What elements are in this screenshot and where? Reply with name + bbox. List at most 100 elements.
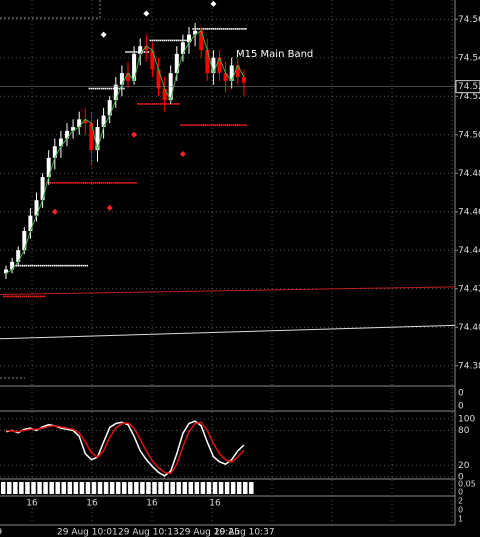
- fractal: [143, 10, 150, 17]
- lower-band-dot: [37, 295, 40, 298]
- panel-label: 1: [458, 515, 463, 524]
- upper-band-dot: [222, 28, 225, 30]
- candle-body: [126, 73, 130, 81]
- candle-body: [113, 84, 118, 101]
- upper-band-dot: [60, 264, 62, 267]
- histogram-cell: [37, 482, 42, 494]
- upper-band-dot: [35, 264, 38, 267]
- lower-band-dot: [119, 182, 121, 184]
- lower-band-dot: [237, 124, 239, 126]
- lower-band-dot: [157, 103, 160, 105]
- lower-band-dot: [52, 182, 54, 184]
- lower-band-dot: [165, 103, 168, 105]
- lower-band-dot: [159, 103, 162, 105]
- lower-band-dot: [121, 182, 123, 184]
- upper-band-dot: [80, 264, 82, 267]
- lower-band-dot: [62, 182, 64, 184]
- candle-body: [144, 46, 149, 51]
- panel-label: 0.05: [458, 480, 476, 489]
- trend-line: [0, 324, 456, 340]
- candle-body: [4, 269, 8, 274]
- histogram-cell: [85, 482, 91, 494]
- upper-band-dot: [94, 87, 97, 90]
- candle-body: [187, 34, 191, 43]
- upper-band-dot: [45, 264, 48, 267]
- candle-body: [107, 100, 112, 116]
- lower-band-dot: [210, 124, 213, 126]
- fractal: [179, 151, 186, 157]
- upper-band-dot: [241, 28, 243, 30]
- annotation: M15 Main Band: [236, 49, 313, 60]
- panel-label: 0: [458, 488, 463, 497]
- candle-body: [223, 73, 228, 81]
- lower-band-dot: [171, 103, 174, 105]
- upper-band-dot: [54, 264, 56, 267]
- upper-band-dot: [47, 264, 50, 267]
- histogram-cell: [13, 482, 18, 494]
- candle-body: [119, 73, 124, 85]
- candle-body: [28, 215, 33, 231]
- histogram-cell: [103, 482, 109, 494]
- upper-band-dot: [220, 28, 223, 30]
- lower-band-dot: [206, 124, 209, 126]
- upper-band-dot: [163, 39, 166, 42]
- candle-body: [83, 119, 88, 124]
- lower-band-dot: [131, 182, 133, 184]
- lower-band-dot: [13, 295, 15, 298]
- lower-band-dot: [49, 182, 52, 184]
- upper-band-dot: [64, 264, 66, 267]
- upper-band-dot: [151, 39, 154, 42]
- histogram-cell: [230, 482, 236, 494]
- upper-band-dot: [239, 28, 241, 30]
- lower-band-dot: [43, 295, 46, 298]
- lower-band-dot: [241, 124, 243, 126]
- stoch-tick-label: 80: [458, 426, 470, 436]
- histogram-cell: [182, 482, 187, 494]
- lower-band-dot: [239, 124, 241, 126]
- lower-band-dot: [31, 295, 34, 298]
- lower-band-dot: [208, 124, 211, 126]
- candle-body: [150, 50, 155, 70]
- fractal: [106, 204, 113, 211]
- lower-band-dot: [180, 124, 182, 126]
- lower-band-dot: [184, 124, 186, 126]
- candle-body: [241, 77, 246, 83]
- lower-band-dot: [78, 182, 80, 184]
- y-tick-label: 74.52: [458, 92, 480, 102]
- upper-band-dot: [56, 264, 58, 267]
- histogram-cell: [31, 482, 36, 494]
- lower-band-dot: [145, 103, 148, 105]
- upper-band-dot: [110, 87, 113, 90]
- candle-body: [199, 30, 204, 51]
- y-tick-label: 74.46: [458, 207, 480, 217]
- histogram-cell: [158, 482, 163, 494]
- histogram-cell: [176, 482, 181, 494]
- upper-band-dot: [135, 51, 137, 53]
- histogram-cell: [146, 482, 151, 494]
- histogram-cell: [109, 482, 115, 494]
- upper-band-dot: [39, 264, 42, 267]
- lower-band-dot: [41, 295, 44, 298]
- panel-label: 0: [458, 389, 464, 399]
- lower-band-dot: [153, 103, 156, 105]
- upper-band-dot: [15, 264, 17, 267]
- upper-band-dot: [29, 264, 32, 267]
- upper-band-dot: [49, 264, 52, 267]
- histogram-cell: [73, 482, 79, 494]
- lower-band-dot: [235, 124, 237, 126]
- histogram-cell: [249, 482, 254, 494]
- upper-band-dot: [108, 87, 111, 90]
- upper-band-dot: [27, 264, 30, 267]
- period-box: [0, 0, 101, 19]
- histogram-cell: [243, 482, 248, 494]
- histogram-cell: [7, 482, 12, 494]
- lower-band-dot: [115, 182, 117, 184]
- panel-label: 2: [458, 497, 463, 506]
- lower-band-dot: [167, 103, 170, 105]
- lower-band-dot: [190, 124, 192, 126]
- upper-band-dot: [210, 28, 213, 30]
- candle-body: [52, 146, 57, 158]
- upper-band-dot: [98, 87, 101, 90]
- upper-band-dot: [37, 264, 40, 267]
